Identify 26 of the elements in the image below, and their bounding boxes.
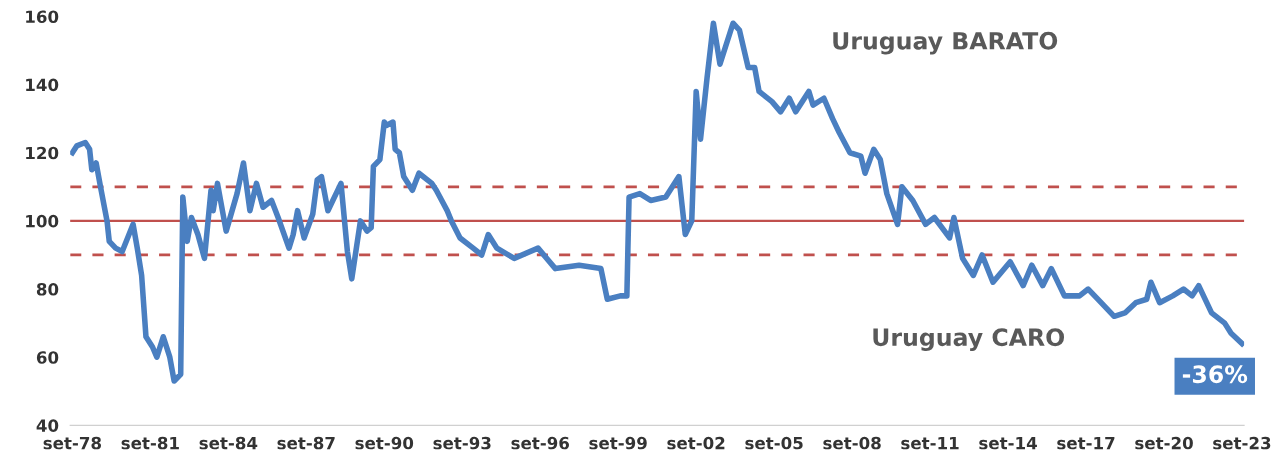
y-tick-label: 40	[36, 419, 59, 432]
y-tick-label: 120	[26, 146, 59, 160]
annotation: Uruguay CARO	[873, 328, 1065, 351]
x-tick-label: set-99	[589, 436, 647, 450]
x-tick-label: set-96	[511, 436, 570, 450]
x-tick-label: set-02	[667, 436, 725, 450]
x-tick-label: set-93	[433, 436, 491, 450]
x-tick-label: set-81	[121, 436, 179, 450]
annotation: Uruguay BARATO	[833, 31, 1058, 55]
x-tick-label: set-20	[1135, 436, 1193, 450]
annotation: -36%	[1182, 365, 1248, 384]
x-tick-label: set-05	[745, 436, 803, 450]
x-tick-label: set-87	[277, 436, 335, 450]
y-tick-label: 100	[26, 214, 59, 228]
x-tick-label: set-78	[43, 436, 101, 450]
x-tick-label: set-84	[199, 436, 258, 450]
y-tick-label: 60	[36, 351, 59, 364]
y-tick-label: 80	[36, 283, 59, 296]
x-tick-label: set-23	[1213, 436, 1271, 450]
x-tick-label: set-17	[1057, 436, 1115, 450]
x-tick-label: set-11	[901, 436, 959, 450]
y-tick-label: 140	[26, 78, 59, 92]
y-tick-label: 160	[26, 10, 59, 24]
x-tick-label: set-14	[979, 436, 1037, 450]
x-tick-label: set-08	[823, 436, 881, 450]
x-tick-label: set-90	[355, 436, 414, 450]
